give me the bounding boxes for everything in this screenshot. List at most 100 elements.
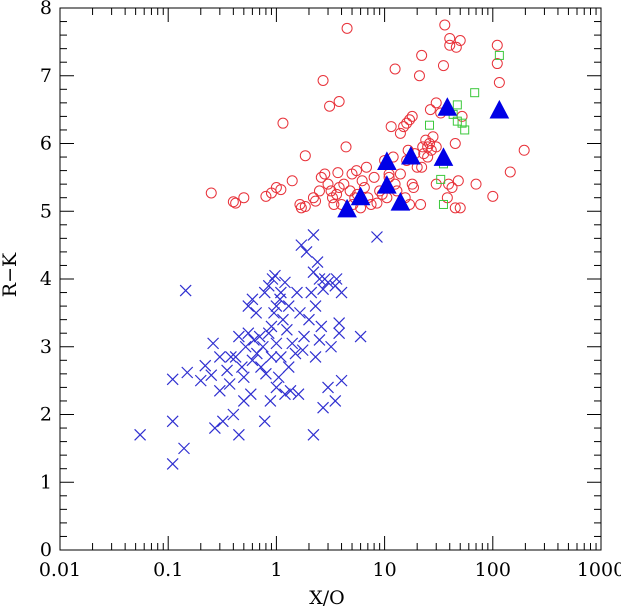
circle-marker (491, 58, 503, 70)
cross-marker (295, 239, 308, 252)
circle-marker (299, 150, 311, 162)
circle-marker (338, 178, 350, 190)
cross-marker (309, 300, 322, 313)
circle-marker (394, 168, 406, 180)
triangle-marker (337, 198, 357, 218)
cross-marker (291, 286, 303, 299)
circle-marker (413, 70, 425, 82)
cross-marker (265, 350, 278, 363)
cross-marker (269, 269, 281, 282)
cross-marker (270, 381, 283, 394)
cross-marker (256, 340, 269, 353)
cross-marker (262, 279, 275, 292)
y-tick-label: 7 (40, 65, 52, 87)
circle-marker (415, 198, 427, 210)
cross-marker (181, 366, 194, 379)
circle-marker (277, 117, 289, 129)
cross-marker (289, 347, 302, 360)
circle-marker (356, 175, 368, 187)
cross-marker (274, 350, 287, 363)
circle-marker (230, 197, 242, 209)
circle-marker (449, 138, 461, 149)
square-marker (438, 199, 448, 209)
circle-marker (332, 167, 344, 179)
x-axis-label: X/O (309, 587, 345, 609)
cross-marker (333, 327, 346, 340)
cross-marker (207, 337, 220, 350)
cross-marker (296, 344, 309, 357)
square-marker (436, 174, 446, 184)
cross-marker (166, 373, 179, 386)
series-cross (134, 229, 383, 470)
cross-marker (262, 327, 275, 340)
circle-marker (446, 182, 458, 194)
circle-marker (385, 121, 397, 133)
cross-marker (354, 330, 367, 343)
triangle-marker (433, 147, 454, 166)
circle-marker (238, 192, 250, 204)
square-marker (470, 88, 480, 98)
cross-marker (227, 408, 240, 421)
circle-marker (331, 188, 343, 200)
cross-marker (279, 388, 291, 401)
circle-marker (260, 190, 272, 202)
cross-marker (322, 276, 334, 289)
cross-marker (178, 442, 190, 455)
circle-marker (406, 110, 418, 122)
circle-marker (450, 41, 462, 53)
circle-marker (449, 202, 461, 214)
series-square (425, 50, 504, 209)
circle-marker (470, 178, 482, 190)
y-tick-label: 0 (40, 539, 52, 561)
circle-marker (360, 161, 372, 173)
cross-marker (179, 284, 192, 297)
cross-marker (259, 367, 272, 380)
cross-marker (305, 286, 318, 299)
cross-marker (264, 395, 277, 407)
y-tick-label: 2 (40, 404, 52, 426)
cross-marker (194, 374, 207, 387)
square-marker (425, 120, 435, 130)
cross-marker (313, 273, 326, 285)
cross-marker (258, 415, 271, 428)
cross-marker (282, 300, 295, 313)
cross-marker (315, 320, 328, 333)
circle-marker (351, 165, 363, 177)
cross-marker (307, 428, 320, 441)
cross-marker (317, 283, 329, 296)
cross-marker (284, 384, 297, 397)
cross-marker (313, 334, 326, 346)
cross-marker (298, 330, 310, 343)
square-marker (452, 100, 462, 110)
circle-marker (313, 185, 325, 197)
circle-marker (317, 74, 329, 86)
cross-marker (134, 428, 147, 441)
circle-marker (299, 201, 311, 213)
cross-marker (322, 381, 334, 394)
y-tick-label: 6 (40, 133, 52, 155)
circle-marker (454, 202, 466, 214)
circle-marker (227, 196, 239, 208)
x-axis-ticks: 0.01 0.1 1 10 100 1000 (39, 8, 621, 581)
square-marker (457, 118, 467, 128)
cross-marker (242, 327, 255, 340)
cross-marker (311, 256, 324, 268)
circle-marker (424, 104, 436, 116)
circle-marker (444, 39, 456, 51)
cross-marker (335, 286, 348, 299)
cross-marker (244, 388, 257, 401)
y-tick-label: 8 (40, 0, 52, 19)
circle-marker (389, 63, 401, 75)
x-tick-label: 1000 (577, 559, 621, 581)
triangle-marker (377, 175, 397, 194)
circle-marker (286, 175, 298, 187)
cross-marker (246, 354, 259, 367)
y-tick-label: 3 (40, 336, 52, 358)
circle-marker (394, 127, 406, 139)
cross-marker (309, 350, 322, 363)
y-axis-ticks: 0 1 2 3 4 5 6 7 8 (40, 0, 601, 561)
cross-marker (213, 350, 226, 363)
circle-marker (427, 131, 439, 143)
circle-marker (401, 117, 413, 129)
